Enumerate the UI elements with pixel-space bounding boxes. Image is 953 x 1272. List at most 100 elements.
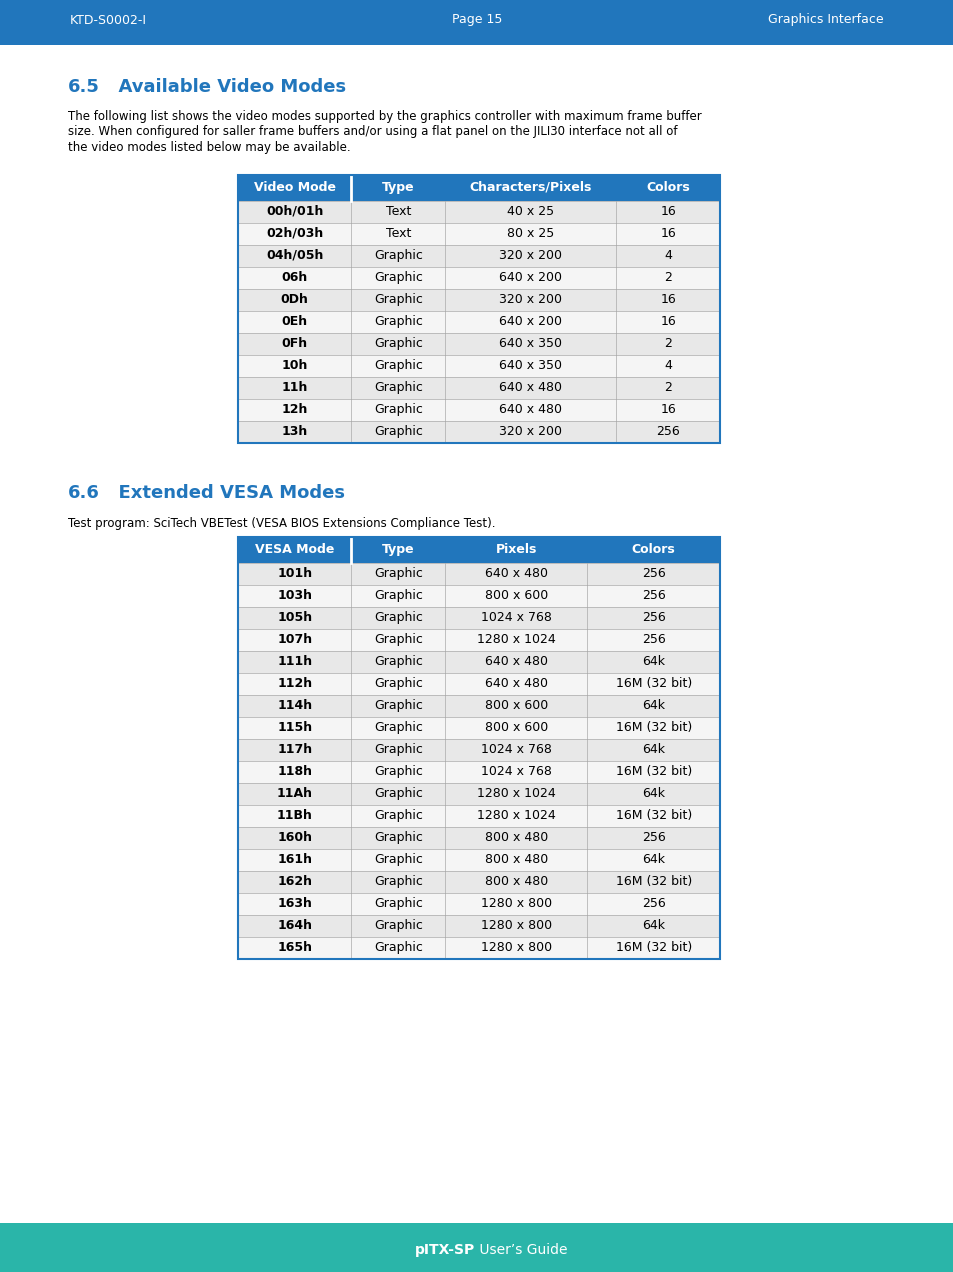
- Text: 640 x 480: 640 x 480: [484, 567, 547, 580]
- Bar: [237, 398, 720, 421]
- Text: the video modes listed below may be available.: the video modes listed below may be avai…: [68, 141, 351, 154]
- Text: 2: 2: [663, 382, 672, 394]
- Text: 2: 2: [663, 337, 672, 350]
- Text: 1024 x 768: 1024 x 768: [480, 764, 551, 778]
- Text: Graphic: Graphic: [374, 337, 422, 350]
- Bar: [237, 201, 720, 223]
- Text: Graphic: Graphic: [374, 403, 422, 416]
- Text: Graphic: Graphic: [374, 611, 422, 625]
- Text: 04h/05h: 04h/05h: [266, 249, 323, 262]
- Text: 163h: 163h: [277, 897, 312, 909]
- Bar: [237, 695, 720, 716]
- Bar: [237, 244, 720, 267]
- Text: 1280 x 800: 1280 x 800: [480, 897, 552, 909]
- Text: Graphic: Graphic: [374, 809, 422, 822]
- Text: 112h: 112h: [276, 677, 312, 689]
- Text: 640 x 200: 640 x 200: [498, 315, 561, 328]
- Bar: [237, 421, 720, 443]
- Text: 64k: 64k: [641, 655, 664, 668]
- Bar: [237, 650, 720, 673]
- Bar: [237, 174, 351, 201]
- Text: Graphic: Graphic: [374, 764, 422, 778]
- Bar: [237, 915, 720, 936]
- Text: Video Mode: Video Mode: [253, 181, 335, 195]
- Text: 115h: 115h: [276, 721, 312, 734]
- Text: 64k: 64k: [641, 854, 664, 866]
- Text: 2: 2: [663, 271, 672, 284]
- Text: 10h: 10h: [281, 359, 308, 371]
- Text: pITX-SP: pITX-SP: [415, 1243, 475, 1257]
- Text: 16M (32 bit): 16M (32 bit): [615, 721, 691, 734]
- Text: 16M (32 bit): 16M (32 bit): [615, 941, 691, 954]
- Text: Graphic: Graphic: [374, 700, 422, 712]
- Bar: [237, 537, 351, 562]
- Text: 800 x 600: 800 x 600: [484, 589, 547, 602]
- Bar: [237, 893, 720, 915]
- Text: 1024 x 768: 1024 x 768: [480, 743, 551, 756]
- Text: Graphic: Graphic: [374, 875, 422, 888]
- Text: Graphic: Graphic: [374, 743, 422, 756]
- Text: 640 x 480: 640 x 480: [498, 382, 561, 394]
- Text: 16: 16: [659, 226, 676, 240]
- Text: 13h: 13h: [281, 425, 308, 438]
- Bar: [445, 174, 616, 201]
- Text: 11Ah: 11Ah: [276, 787, 313, 800]
- Text: 16: 16: [659, 315, 676, 328]
- Bar: [237, 761, 720, 782]
- Text: The following list shows the video modes supported by the graphics controller wi: The following list shows the video modes…: [68, 109, 701, 123]
- Bar: [237, 716, 720, 739]
- Text: 165h: 165h: [276, 941, 312, 954]
- Bar: [237, 827, 720, 848]
- Text: 4: 4: [663, 359, 672, 371]
- Bar: [237, 355, 720, 377]
- Text: 800 x 480: 800 x 480: [484, 854, 547, 866]
- Text: Text: Text: [385, 205, 411, 218]
- Text: 160h: 160h: [276, 831, 312, 845]
- Text: 800 x 600: 800 x 600: [484, 721, 547, 734]
- Text: 16M (32 bit): 16M (32 bit): [615, 677, 691, 689]
- Text: 256: 256: [641, 589, 665, 602]
- Text: Graphic: Graphic: [374, 293, 422, 307]
- Text: 1280 x 1024: 1280 x 1024: [476, 787, 556, 800]
- Bar: [237, 870, 720, 893]
- Text: Pixels: Pixels: [496, 543, 537, 556]
- FancyBboxPatch shape: [0, 0, 953, 45]
- Bar: [237, 537, 720, 959]
- Text: 16: 16: [659, 403, 676, 416]
- Text: 0Dh: 0Dh: [280, 293, 308, 307]
- Bar: [616, 174, 720, 201]
- Text: Graphics Interface: Graphics Interface: [767, 14, 883, 27]
- Bar: [237, 804, 720, 827]
- Text: 103h: 103h: [276, 589, 312, 602]
- Text: 800 x 480: 800 x 480: [484, 831, 547, 845]
- Text: 161h: 161h: [276, 854, 312, 866]
- Bar: [237, 310, 720, 332]
- Bar: [237, 607, 720, 628]
- Text: 64k: 64k: [641, 918, 664, 932]
- Text: Test program: SciTech VBETest (VESA BIOS Extensions Compliance Test).: Test program: SciTech VBETest (VESA BIOS…: [68, 516, 495, 529]
- Bar: [237, 739, 720, 761]
- Text: Graphic: Graphic: [374, 787, 422, 800]
- Text: 640 x 480: 640 x 480: [484, 655, 547, 668]
- Text: 117h: 117h: [276, 743, 312, 756]
- Text: Colors: Colors: [645, 181, 689, 195]
- Text: Graphic: Graphic: [374, 831, 422, 845]
- Text: Colors: Colors: [631, 543, 675, 556]
- Text: Graphic: Graphic: [374, 854, 422, 866]
- Text: 11h: 11h: [281, 382, 308, 394]
- Text: 800 x 480: 800 x 480: [484, 875, 547, 888]
- Text: 320 x 200: 320 x 200: [498, 249, 561, 262]
- Text: Graphic: Graphic: [374, 633, 422, 646]
- Bar: [237, 782, 720, 804]
- Text: 06h: 06h: [281, 271, 308, 284]
- Text: 256: 256: [641, 567, 665, 580]
- Bar: [237, 673, 720, 695]
- Text: 256: 256: [641, 633, 665, 646]
- Text: Available Video Modes: Available Video Modes: [106, 78, 346, 95]
- Bar: [237, 628, 720, 650]
- Text: Graphic: Graphic: [374, 382, 422, 394]
- Text: 111h: 111h: [276, 655, 312, 668]
- Bar: [237, 332, 720, 355]
- Text: 64k: 64k: [641, 743, 664, 756]
- Bar: [351, 174, 445, 201]
